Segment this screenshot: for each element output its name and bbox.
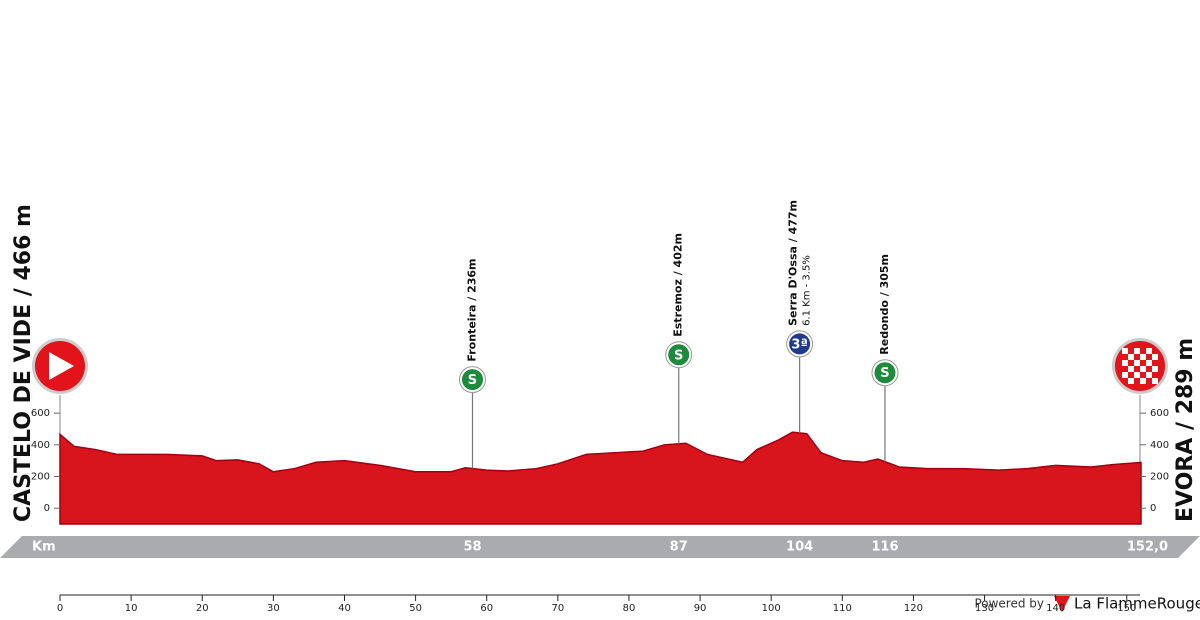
check [1152,354,1158,360]
start-icon [32,338,88,394]
check [1122,360,1128,366]
check [1128,366,1134,372]
finish-label: EVORA / 289 m [1173,338,1198,522]
x-tick-label: 40 [338,603,351,614]
marker-icon-label: 3ª [791,337,807,352]
check [1128,354,1134,360]
x-tick-label: 140 [1046,603,1065,614]
check [1152,378,1158,384]
y-tick-label: 0 [44,503,50,514]
marker-icon-label: S [674,348,683,363]
y-tick-label: 400 [31,440,50,451]
km-marker: 58 [463,540,481,555]
y-tick-label: 400 [1150,440,1169,451]
annotation-label: Estremoz / 402m [672,233,685,337]
marker-icon [789,333,811,355]
marker-icon [461,369,483,391]
y-tick-label: 0 [1150,503,1156,514]
y-tick-label: 600 [1150,408,1169,419]
x-tick-label: 150 [1117,603,1136,614]
km-marker: 87 [670,540,688,555]
x-tick-label: 110 [833,603,852,614]
x-tick-label: 100 [762,603,781,614]
km-marker: 152,0 [1127,540,1168,555]
check [1140,354,1146,360]
x-tick-label: 90 [694,603,707,614]
check [1134,360,1140,366]
x-tick-label: 20 [196,603,209,614]
y-tick-label: 200 [1150,471,1169,482]
x-tick-label: 80 [623,603,636,614]
brand-logo [1054,596,1070,612]
check [1146,360,1152,366]
start-label: CASTELO DE VIDE / 466 m [11,204,36,522]
x-tick-label: 0 [57,603,63,614]
check [1152,366,1158,372]
check [1128,378,1134,384]
check [1146,348,1152,354]
finish-icon [1112,338,1168,394]
footer: Powered by [974,597,1044,611]
marker-icon-label: S [468,373,477,388]
annotation-label: Serra D'Ossa / 477m [787,200,800,326]
check [1146,372,1152,378]
annotation-label: Fronteira / 236m [465,259,478,362]
annotation-label: Redondo / 305m [878,254,891,355]
brand: La FlammeRouge [1074,595,1200,613]
marker-icon [668,344,690,366]
marker-icon [874,362,896,384]
check [1140,366,1146,372]
x-tick-label: 30 [267,603,280,614]
check [1134,372,1140,378]
y-tick-label: 600 [31,408,50,419]
x-tick-label: 130 [975,603,994,614]
km-marker: 104 [786,540,813,555]
x-tick-label: 70 [551,603,564,614]
km-label: Km [32,540,56,555]
x-tick-label: 10 [125,603,138,614]
check [1134,348,1140,354]
check [1140,378,1146,384]
annotation-detail: 6.1 Km - 3.5% [802,255,813,326]
check [1122,372,1128,378]
x-tick-label: 120 [904,603,923,614]
km-marker: 116 [871,540,898,555]
y-tick-label: 200 [31,471,50,482]
marker-icon-label: S [880,366,889,381]
check [1122,348,1128,354]
elevation-profile [59,431,1142,525]
x-tick-label: 50 [409,603,422,614]
km-band [0,536,1200,558]
x-tick-label: 60 [480,603,493,614]
